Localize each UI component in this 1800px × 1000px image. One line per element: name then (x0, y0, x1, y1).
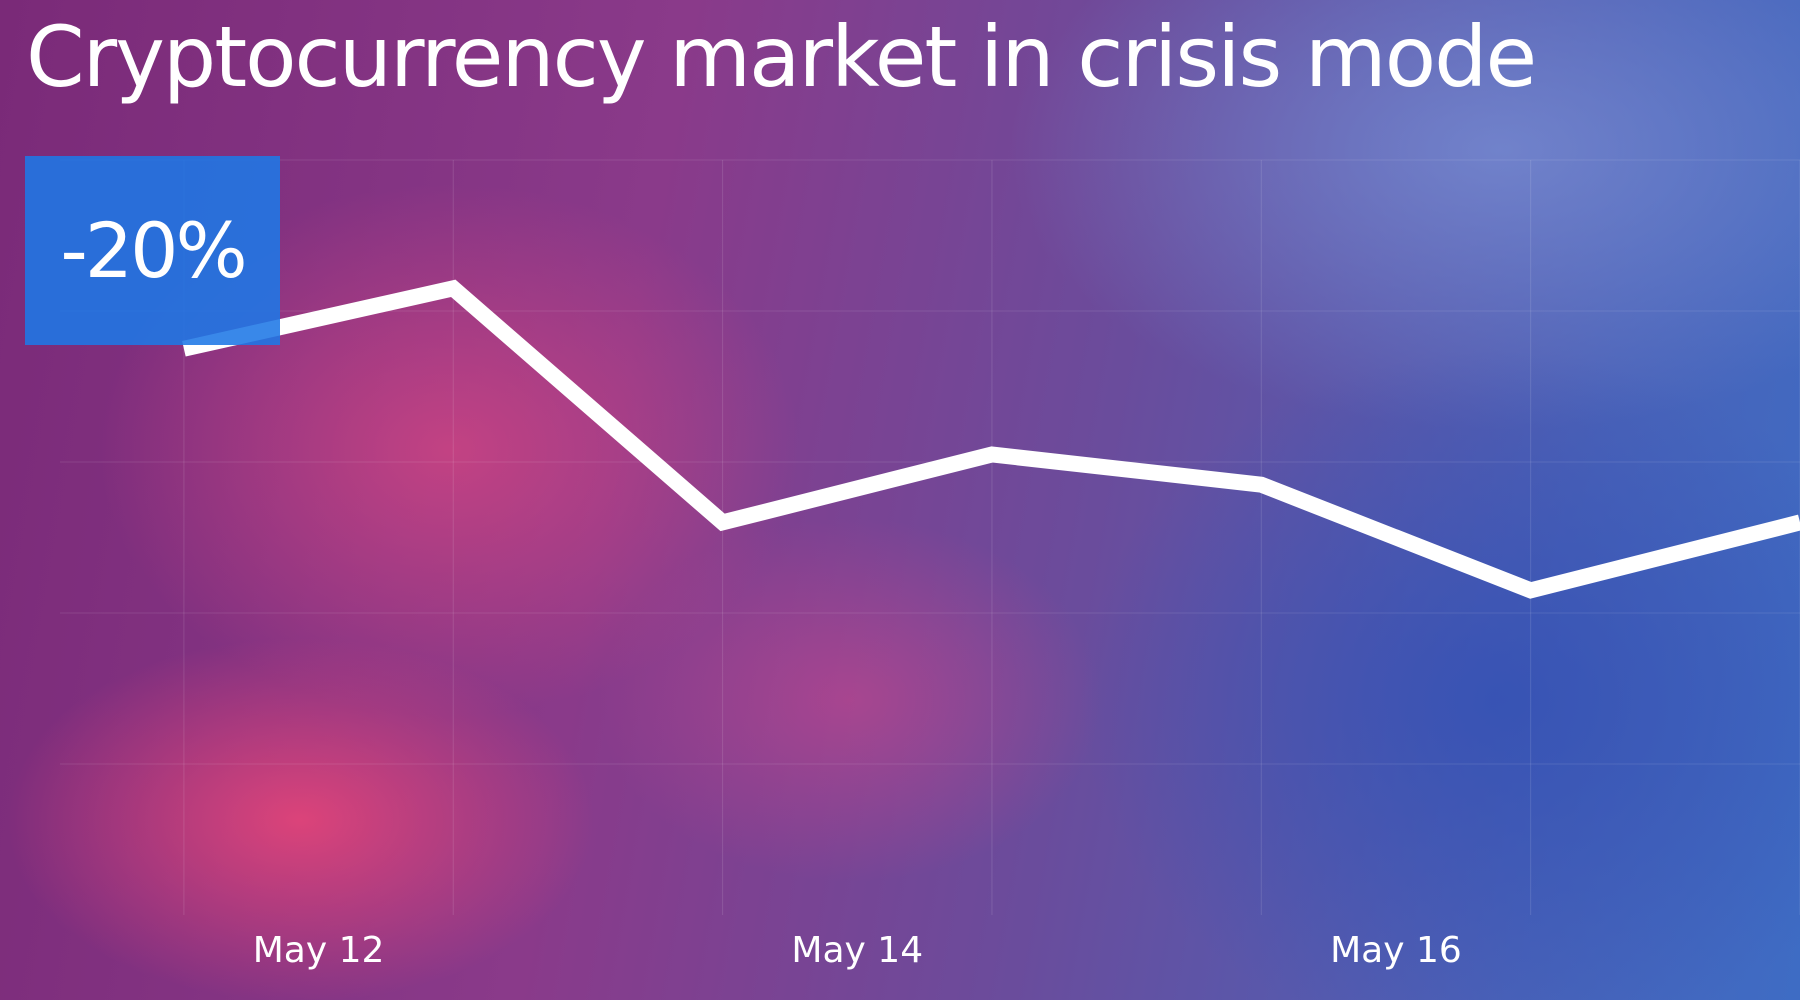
x-tick-label: May 14 (791, 930, 923, 971)
change-annotation: -20% (25, 156, 280, 345)
grid (60, 159, 1800, 915)
x-tick-label: May 16 (1330, 930, 1462, 971)
chart-title: Cryptocurrency market in crisis mode (26, 8, 1537, 106)
x-tick-label: May 12 (253, 930, 385, 971)
